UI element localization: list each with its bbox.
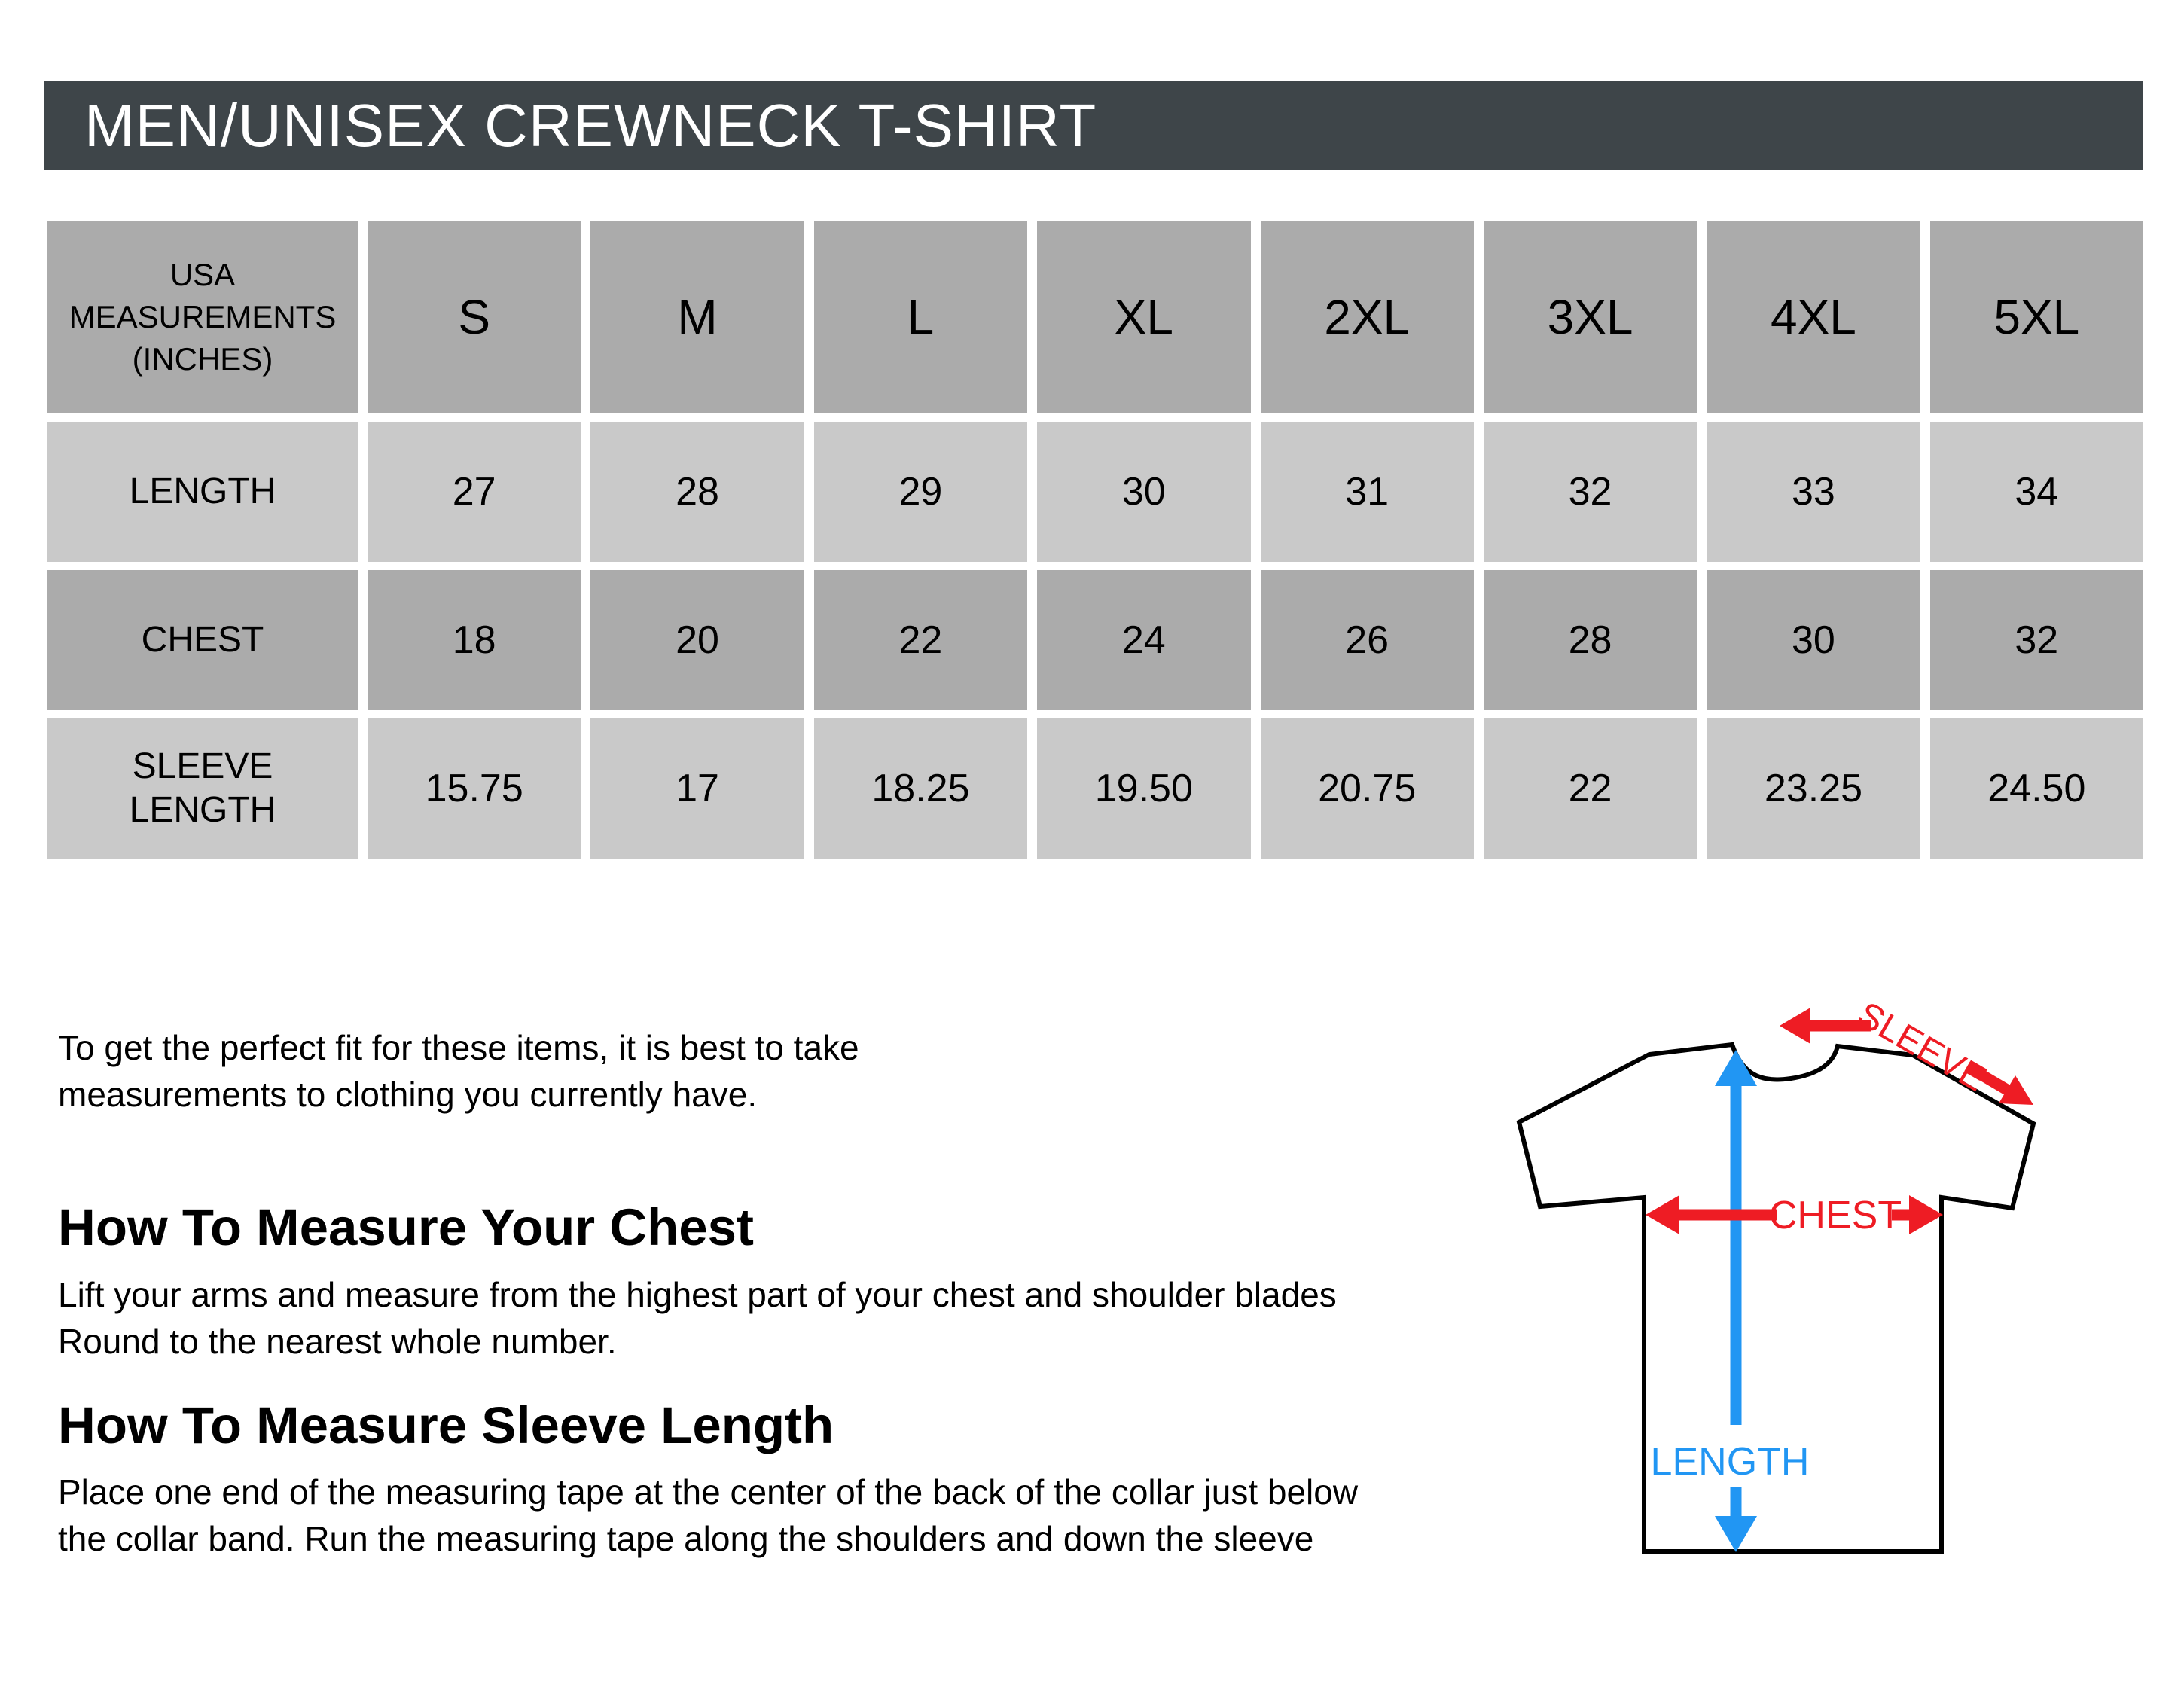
row-label-chest: CHEST: [47, 570, 358, 710]
page-title: MEN/UNISEX CREWNECK T-SHIRT: [84, 92, 1097, 159]
length-value-2xl: 31: [1260, 422, 1474, 562]
chest-value-5xl: 32: [1929, 570, 2143, 710]
chest-instructions-line-2: Round to the nearest whole number.: [58, 1322, 617, 1361]
sleeve-value-xl: 19.50: [1037, 718, 1251, 859]
sleeve-instructions-line-2: the collar band. Run the measuring tape …: [58, 1519, 1314, 1558]
length-value-3xl: 32: [1483, 422, 1697, 562]
chest-label: CHEST: [1769, 1194, 1902, 1237]
intro-line-1: To get the perfect fit for these items, …: [58, 1028, 859, 1067]
chest-value-3xl: 28: [1483, 570, 1697, 710]
tshirt-outline: [1516, 1042, 2036, 1554]
sleeve-value-s: 15.75: [368, 718, 581, 859]
size-header-m: M: [590, 221, 804, 413]
size-chart-table: USA MEASUREMENTS (INCHES) S M L XL 2XL 3…: [47, 221, 2143, 859]
sleeve-value-2xl: 20.75: [1260, 718, 1474, 859]
size-header-l: L: [813, 221, 1028, 413]
size-header-3xl: 3XL: [1483, 221, 1697, 413]
chest-value-l: 22: [813, 570, 1028, 710]
chest-value-2xl: 26: [1260, 570, 1474, 710]
corner-line-2: MEASUREMENTS: [69, 299, 337, 334]
section-heading-chest: How To Measure Your Chest: [58, 1198, 754, 1256]
section-paragraph-sleeve: Place one end of the measuring tape at t…: [58, 1469, 1358, 1562]
size-header-5xl: 5XL: [1929, 221, 2143, 413]
row-label-sleeve-length: SLEEVE LENGTH: [47, 718, 358, 859]
row-label-length: LENGTH: [47, 422, 358, 562]
chest-arrow: CHEST: [1646, 1194, 1943, 1237]
sleeve-value-4xl: 23.25: [1707, 718, 1920, 859]
corner-line-3: (INCHES): [132, 341, 273, 377]
length-value-5xl: 34: [1929, 422, 2143, 562]
size-header-4xl: 4XL: [1707, 221, 1920, 413]
section-paragraph-chest: Lift your arms and measure from the high…: [58, 1271, 1337, 1365]
corner-header-cell: USA MEASUREMENTS (INCHES): [47, 221, 358, 413]
length-value-4xl: 33: [1707, 422, 1920, 562]
chest-value-xl: 24: [1037, 570, 1251, 710]
length-value-s: 27: [368, 422, 581, 562]
corner-line-1: USA: [169, 257, 236, 292]
page-title-bar: MEN/UNISEX CREWNECK T-SHIRT: [44, 81, 2143, 170]
size-header-2xl: 2XL: [1260, 221, 1474, 413]
chest-value-4xl: 30: [1707, 570, 1920, 710]
sleeve-value-5xl: 24.50: [1929, 718, 2143, 859]
intro-paragraph: To get the perfect fit for these items, …: [58, 1024, 859, 1118]
sleeve-value-m: 17: [590, 718, 804, 859]
length-label: LENGTH: [1651, 1440, 1810, 1484]
tshirt-measurement-diagram: LENGTH CHEST SLEEVE: [1516, 1002, 2036, 1554]
sleeve-value-l: 18.25: [813, 718, 1028, 859]
section-heading-sleeve: How To Measure Sleeve Length: [58, 1396, 834, 1454]
length-value-l: 29: [813, 422, 1028, 562]
length-arrow: LENGTH: [1651, 1050, 1810, 1552]
sleeve-value-3xl: 22: [1483, 718, 1697, 859]
size-header-s: S: [368, 221, 581, 413]
size-header-xl: XL: [1037, 221, 1251, 413]
sleeve-instructions-line-1: Place one end of the measuring tape at t…: [58, 1472, 1359, 1512]
chest-value-m: 20: [590, 570, 804, 710]
intro-line-2: measurements to clothing you currently h…: [58, 1075, 758, 1114]
length-value-m: 28: [590, 422, 804, 562]
chest-instructions-line-1: Lift your arms and measure from the high…: [58, 1275, 1337, 1314]
length-value-xl: 30: [1037, 422, 1251, 562]
chest-value-s: 18: [368, 570, 581, 710]
